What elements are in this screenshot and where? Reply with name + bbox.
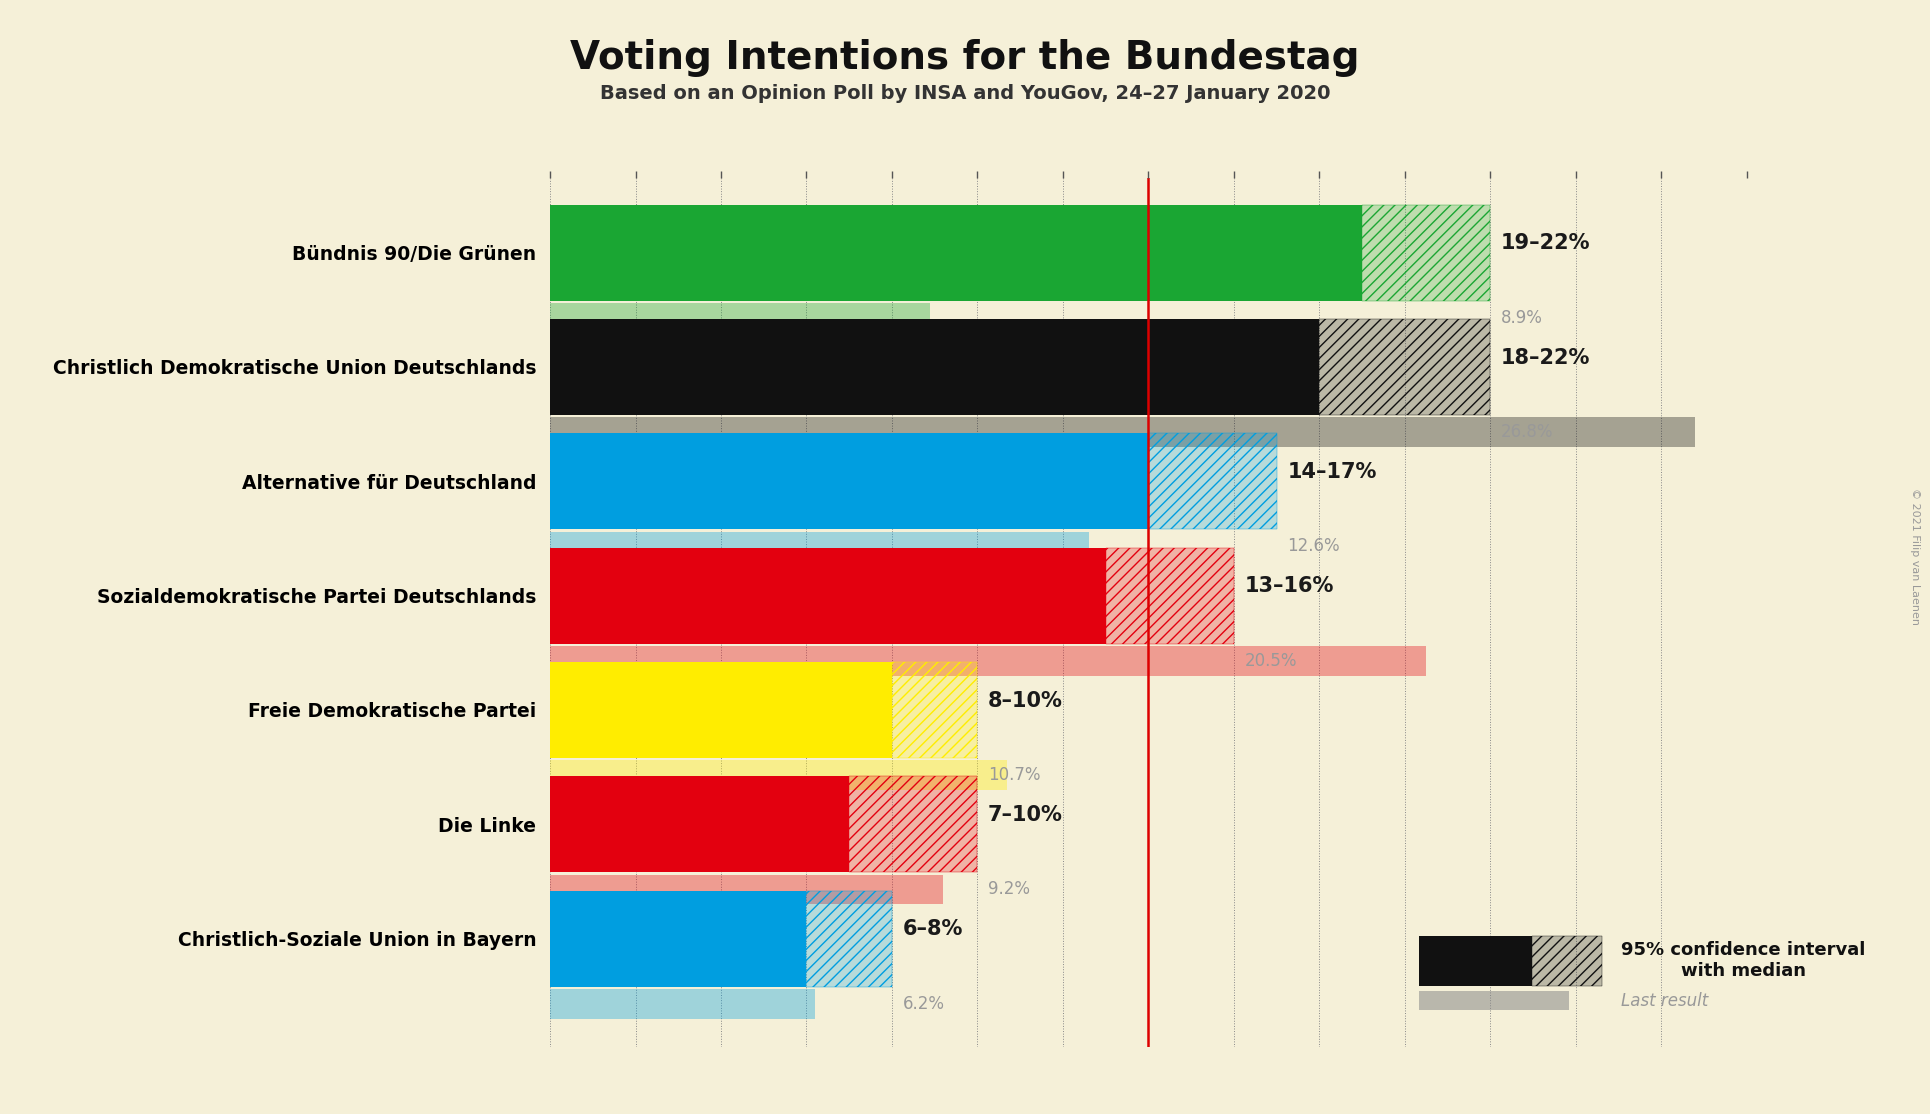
Bar [550,303,930,333]
Bar [892,662,977,758]
Bar [807,890,892,987]
Text: 95% confidence interval
with median: 95% confidence interval with median [1621,941,1866,980]
Bar [550,205,1363,301]
Text: © 2021 Filip van Laenen: © 2021 Filip van Laenen [1909,489,1920,625]
Text: 6–8%: 6–8% [903,919,963,939]
Bar [550,319,1320,414]
Bar [849,776,977,872]
Bar [550,989,814,1018]
Text: 8.9%: 8.9% [1502,309,1542,326]
Text: 26.8%: 26.8% [1502,423,1554,441]
Bar [1106,547,1233,644]
Text: Voting Intentions for the Bundestag: Voting Intentions for the Bundestag [569,39,1361,77]
Text: Based on an Opinion Poll by INSA and YouGov, 24–27 January 2020: Based on an Opinion Poll by INSA and You… [600,84,1330,102]
Text: 12.6%: 12.6% [1287,537,1339,556]
Text: Last result: Last result [1621,991,1708,1010]
Text: 7–10%: 7–10% [988,805,1063,825]
Text: 13–16%: 13–16% [1245,576,1334,596]
Text: 6.2%: 6.2% [903,995,944,1013]
Text: 14–17%: 14–17% [1287,462,1376,482]
Bar [1363,205,1490,301]
Bar [550,417,1695,447]
Bar [807,890,892,987]
Text: 18–22%: 18–22% [1502,348,1590,368]
Bar [1363,205,1490,301]
Text: 9.2%: 9.2% [988,880,1031,898]
Bar [1320,319,1490,414]
Bar [550,531,1089,561]
Bar [550,874,944,905]
Bar [1106,547,1233,644]
Text: 19–22%: 19–22% [1502,234,1590,253]
Bar [550,776,849,872]
Bar [892,662,977,758]
Bar [1148,433,1276,529]
Bar [1320,319,1490,414]
Text: 10.7%: 10.7% [988,766,1040,784]
Bar [550,890,807,987]
Bar [550,646,1426,675]
Bar [849,776,977,872]
Bar [1148,433,1276,529]
Bar [550,547,1106,644]
Bar [550,433,1148,529]
Text: 20.5%: 20.5% [1245,652,1297,670]
Bar [550,662,892,758]
Bar [550,760,1007,790]
Text: 8–10%: 8–10% [988,691,1063,711]
